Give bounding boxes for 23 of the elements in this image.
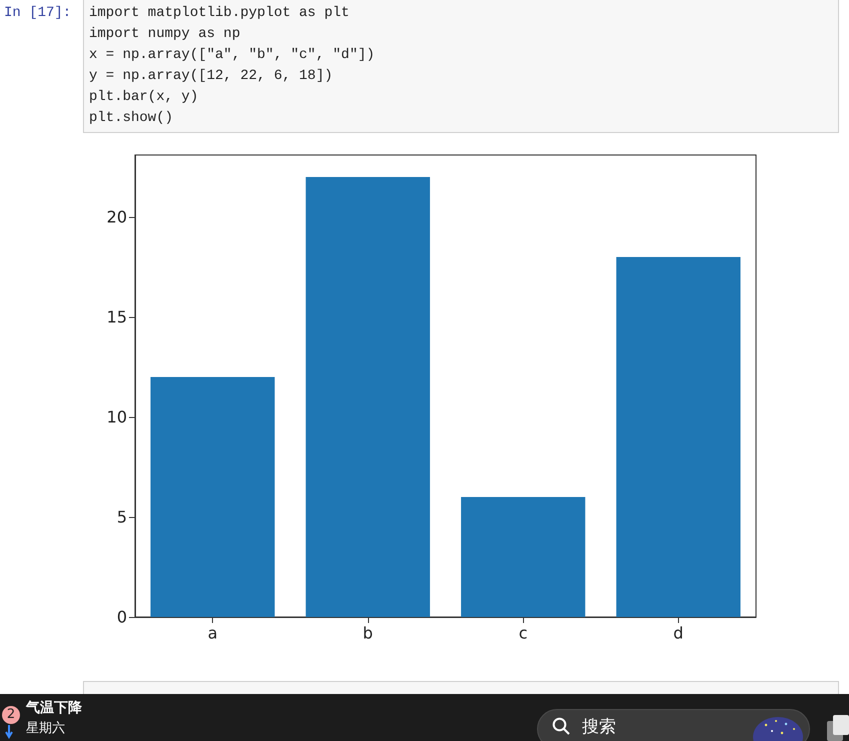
- bar: [461, 497, 586, 617]
- text: 气温下降: [26, 699, 82, 717]
- x-tick-label: a: [208, 624, 218, 642]
- x-tick-label: c: [518, 624, 528, 642]
- text: plt.show(): [89, 109, 174, 128]
- y-tick-label: 0: [116, 608, 127, 626]
- bar: [306, 177, 430, 617]
- text: 星期六: [26, 720, 65, 737]
- text: x = np.array(["a", "b", "c", "d"]): [89, 46, 375, 65]
- text: 搜索: [582, 716, 616, 738]
- text: import numpy as np: [89, 25, 240, 44]
- x-tick-label: d: [673, 624, 684, 642]
- text: plt.bar(x, y): [89, 88, 198, 107]
- y-tick-label: 20: [106, 208, 127, 226]
- text: import matplotlib.pyplot as plt: [89, 4, 350, 23]
- y-tick-label: 5: [116, 508, 127, 526]
- y-tick-label: 15: [106, 308, 127, 326]
- text: In [17]:: [4, 4, 72, 22]
- y-tick-label: 10: [106, 408, 127, 426]
- text: y = np.array([12, 22, 6, 18]): [89, 67, 333, 86]
- x-tick-label: b: [362, 624, 373, 642]
- bar: [616, 257, 740, 617]
- bar: [150, 377, 275, 617]
